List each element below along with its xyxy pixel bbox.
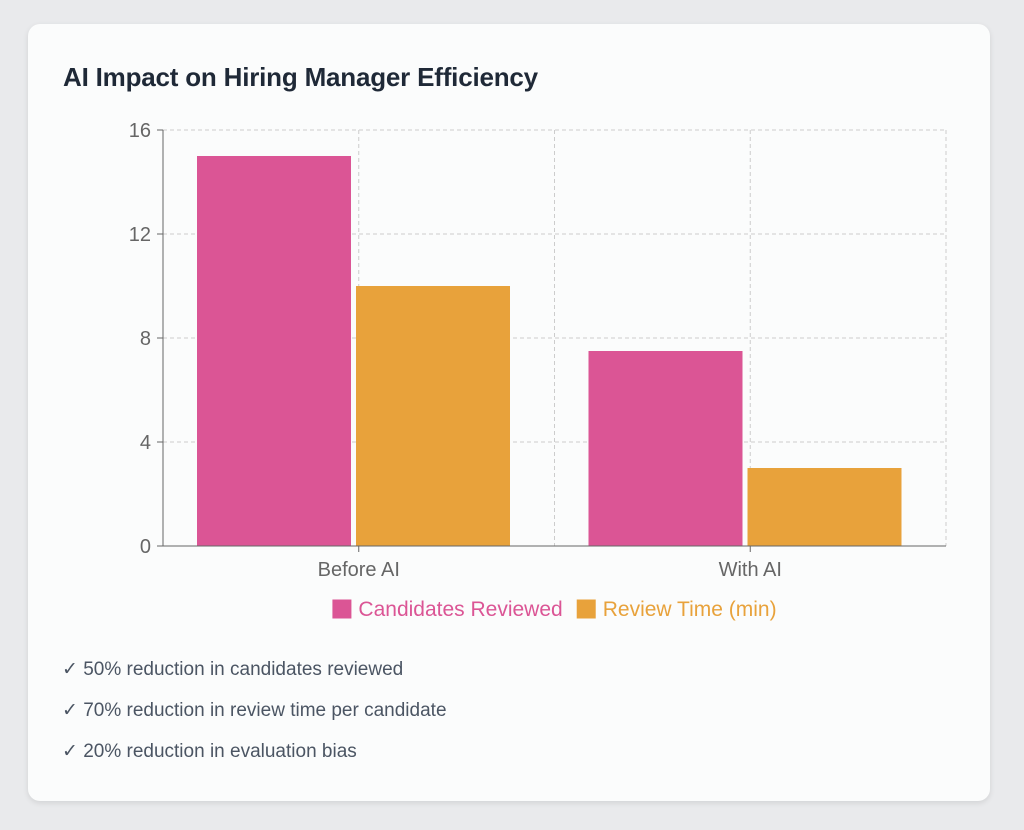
y-tick-label: 4 bbox=[140, 432, 151, 454]
insight-item: ✓ 70% reduction in review time per candi… bbox=[62, 700, 447, 721]
y-tick-label: 12 bbox=[129, 224, 151, 246]
bars bbox=[197, 156, 902, 546]
x-tick-label: Before AI bbox=[318, 559, 400, 581]
legend-label: Review Time (min) bbox=[603, 598, 777, 621]
y-tick-label: 0 bbox=[140, 536, 151, 558]
legend-item: Review Time (min) bbox=[576, 598, 777, 621]
bar-review-time-min-before-ai bbox=[356, 286, 510, 546]
y-tick-label: 16 bbox=[129, 120, 151, 142]
insights-list: ✓ 50% reduction in candidates reviewed ✓… bbox=[62, 658, 447, 781]
insight-item: ✓ 50% reduction in candidates reviewed bbox=[62, 659, 404, 680]
bar-review-time-min-with-ai bbox=[747, 468, 902, 546]
bar-candidates-reviewed-with-ai bbox=[588, 351, 743, 546]
legend-item: Candidates Reviewed bbox=[332, 598, 563, 621]
axes: 0 4 8 12 16 Before AI With AI bbox=[129, 120, 946, 581]
x-tick-label: With AI bbox=[719, 559, 782, 581]
y-tick-label: 8 bbox=[140, 328, 151, 350]
chart-title: AI Impact on Hiring Manager Efficiency bbox=[63, 62, 538, 92]
legend: Candidates Reviewed Review Time (min) bbox=[332, 598, 777, 621]
legend-swatch bbox=[332, 599, 352, 619]
legend-label: Candidates Reviewed bbox=[358, 598, 562, 621]
insight-item: ✓ 20% reduction in evaluation bias bbox=[62, 741, 357, 762]
chart-card: AI Impact on Hiring Manager Efficiency 0… bbox=[28, 24, 990, 801]
legend-swatch bbox=[576, 599, 596, 619]
bar-chart: 0 4 8 12 16 Before AI With AI Candidates Revie… bbox=[129, 120, 947, 621]
bar-candidates-reviewed-before-ai bbox=[197, 156, 351, 546]
